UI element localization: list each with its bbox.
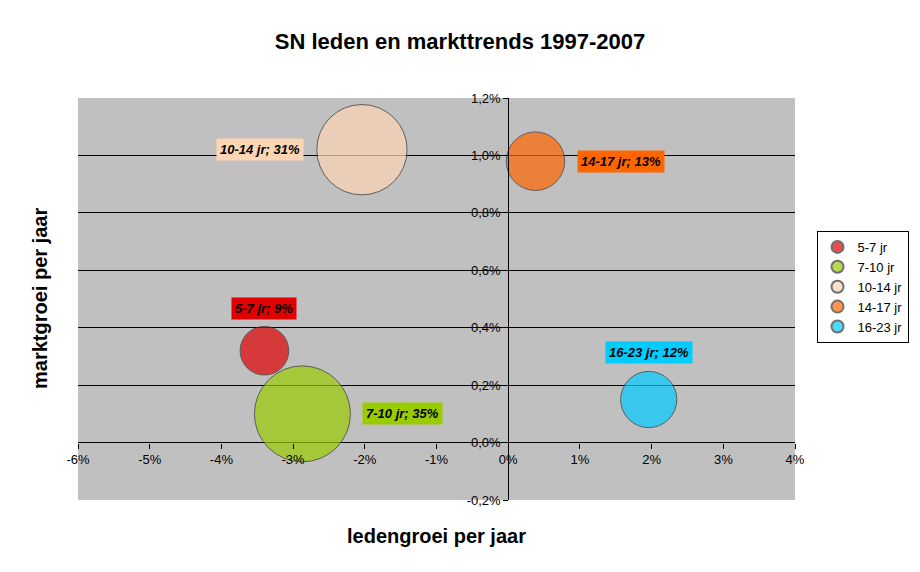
svg-text:5-7 jr: 5-7 jr [858,240,888,255]
svg-text:-4%: -4% [210,452,234,467]
svg-text:marktgroei per jaar: marktgroei per jaar [29,208,51,389]
svg-text:16-23 jr: 16-23 jr [858,320,903,335]
svg-text:1%: 1% [571,452,590,467]
svg-text:0,8%: 0,8% [471,205,501,220]
svg-text:7-10 jr; 35%: 7-10 jr; 35% [366,406,439,421]
svg-text:10-14 jr: 10-14 jr [858,280,903,295]
svg-text:-2%: -2% [353,452,377,467]
svg-text:-5%: -5% [138,452,162,467]
svg-text:-0,2%: -0,2% [467,493,501,508]
svg-text:ledengroei per jaar: ledengroei per jaar [347,525,526,547]
svg-text:0,2%: 0,2% [471,378,501,393]
svg-text:2%: 2% [642,452,661,467]
svg-text:4%: 4% [786,452,805,467]
svg-text:0%: 0% [499,452,518,467]
svg-text:10-14 jr; 31%: 10-14 jr; 31% [220,142,300,157]
svg-text:1,0%: 1,0% [471,148,501,163]
svg-text:-3%: -3% [282,452,306,467]
svg-text:0,4%: 0,4% [471,320,501,335]
svg-text:SN leden en markttrends 1997-2: SN leden en markttrends 1997-2007 [275,29,646,54]
svg-text:0,0%: 0,0% [471,435,501,450]
svg-text:14-17 jr: 14-17 jr [858,300,903,315]
svg-text:14-17 jr; 13%: 14-17 jr; 13% [581,154,661,169]
svg-text:-1%: -1% [425,452,449,467]
svg-text:5-7 jr; 9%: 5-7 jr; 9% [235,301,293,316]
svg-text:16-23 jr; 12%: 16-23 jr; 12% [609,345,689,360]
svg-text:0,6%: 0,6% [471,263,501,278]
svg-text:1,2%: 1,2% [471,91,501,106]
svg-text:-6%: -6% [66,452,90,467]
svg-text:7-10 jr: 7-10 jr [858,260,896,275]
svg-text:3%: 3% [714,452,733,467]
